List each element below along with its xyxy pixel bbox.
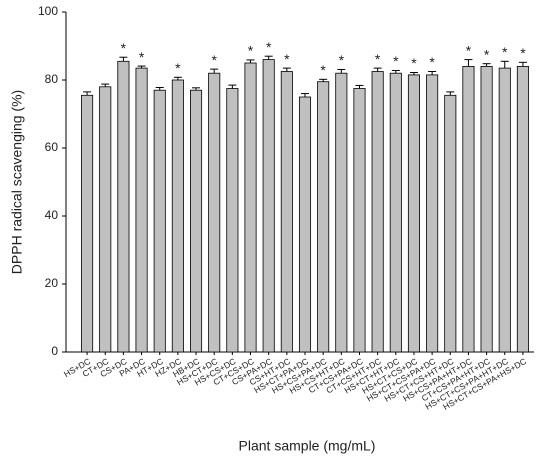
bar bbox=[389, 72, 402, 353]
significance-marker: * bbox=[339, 52, 345, 68]
y-tick-label: 0 bbox=[51, 344, 58, 358]
y-tick-label: 40 bbox=[45, 208, 59, 222]
bar bbox=[171, 79, 184, 353]
significance-marker: * bbox=[375, 51, 381, 67]
significance-marker: * bbox=[211, 52, 217, 68]
y-axis-title: DPPH radical scavenging (%) bbox=[9, 90, 25, 274]
significance-marker: * bbox=[284, 51, 290, 67]
bar bbox=[81, 94, 94, 353]
y-tick-label: 60 bbox=[45, 140, 59, 154]
significance-marker: * bbox=[429, 54, 435, 70]
bar bbox=[407, 74, 420, 353]
bar bbox=[371, 71, 384, 353]
bar bbox=[262, 59, 275, 353]
significance-marker: * bbox=[484, 46, 490, 62]
bar bbox=[516, 66, 529, 353]
bar bbox=[280, 71, 293, 353]
y-tick-label: 80 bbox=[45, 72, 59, 86]
significance-marker: * bbox=[411, 55, 417, 71]
significance-marker: * bbox=[520, 45, 526, 61]
significance-marker: * bbox=[121, 40, 127, 56]
bar bbox=[190, 89, 203, 353]
significance-marker: * bbox=[502, 44, 508, 60]
bar bbox=[244, 62, 257, 353]
bar bbox=[317, 81, 330, 353]
significance-marker: * bbox=[393, 53, 399, 69]
y-tick-label: 20 bbox=[45, 276, 59, 290]
bar bbox=[208, 72, 221, 353]
significance-marker: * bbox=[320, 62, 326, 78]
x-axis-title: Plant sample (mg/mL) bbox=[239, 438, 376, 454]
significance-marker: * bbox=[248, 43, 254, 59]
bar bbox=[353, 88, 366, 353]
bar bbox=[426, 74, 439, 353]
bar bbox=[135, 67, 148, 353]
significance-marker: * bbox=[175, 60, 181, 76]
bar bbox=[226, 88, 239, 353]
bar bbox=[99, 86, 112, 353]
bar bbox=[153, 89, 166, 353]
bar bbox=[480, 66, 493, 353]
bar bbox=[498, 67, 511, 353]
y-tick-label: 100 bbox=[38, 4, 58, 18]
bar bbox=[298, 96, 312, 353]
significance-marker: * bbox=[466, 42, 472, 58]
bar bbox=[335, 72, 348, 353]
bar bbox=[444, 94, 457, 353]
significance-marker: * bbox=[266, 39, 272, 55]
bar bbox=[117, 60, 130, 353]
bar bbox=[462, 66, 475, 353]
significance-marker: * bbox=[139, 49, 145, 65]
